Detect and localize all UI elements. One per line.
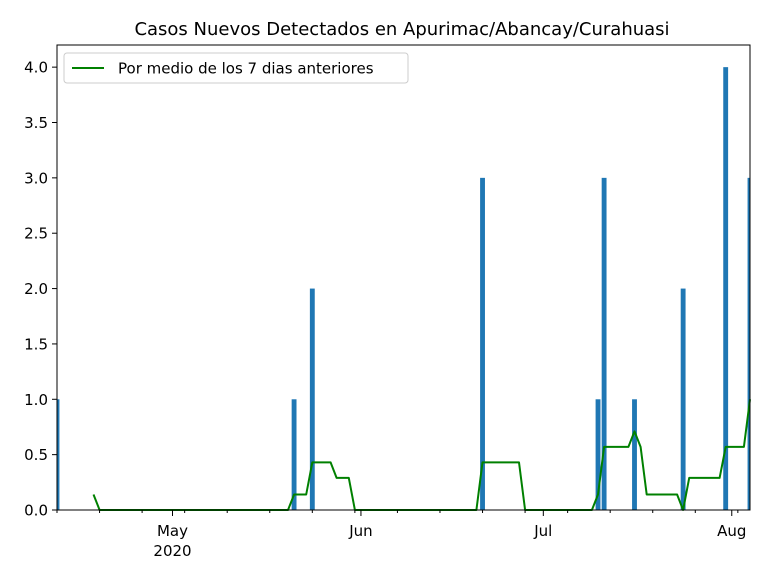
y-tick-label: 2.0 xyxy=(24,280,48,298)
legend-entry-moving-average: Por medio de los 7 dias anteriores xyxy=(118,60,374,78)
legend-box xyxy=(63,52,409,84)
bar-2020-04-12 xyxy=(57,399,60,510)
chart-title: Casos Nuevos Detectados en Apurimac/Aban… xyxy=(134,19,669,40)
y-tick-label: 0.5 xyxy=(24,446,48,464)
bar-2020-07-16 xyxy=(632,399,637,510)
y-tick-label: 3.5 xyxy=(24,114,48,132)
y-tick-label: 1.0 xyxy=(24,391,48,409)
y-tick-label: 3.0 xyxy=(24,169,48,187)
legend: Por medio de los 7 dias anteriores xyxy=(63,52,409,84)
y-tick-label: 2.5 xyxy=(24,225,48,243)
plot-frame xyxy=(56,44,751,511)
bar-2020-06-21 xyxy=(480,177,485,510)
y-tick-label: 4.0 xyxy=(24,59,48,77)
bar-2020-07-10 xyxy=(595,399,601,510)
bar-2020-05-24 xyxy=(309,288,315,510)
y-tick-label: 0.0 xyxy=(24,502,48,520)
bar-2020-07-11 xyxy=(601,177,607,510)
x-tick-label: Jun xyxy=(348,522,372,540)
bar-2020-05-21 xyxy=(291,399,297,510)
bars-layer xyxy=(57,67,750,511)
x-tick-label: Aug xyxy=(717,522,746,540)
bar-2020-07-31 xyxy=(723,67,729,511)
series-line-0 xyxy=(92,399,751,511)
x-tick-label: Jul xyxy=(533,522,552,540)
y-axis: 0.0 0.5 1.0 1.5 2.0 2.5 3.0 3.5 4.0 xyxy=(24,59,57,520)
y-tick-label: 1.5 xyxy=(24,335,48,353)
x-axis: May 2020 Jun Jul Aug xyxy=(56,510,746,560)
x-tick-sublabel: 2020 xyxy=(153,542,191,560)
x-tick-label: May xyxy=(157,522,188,540)
line-layer xyxy=(92,399,751,511)
bar-2020-07-24 xyxy=(680,288,686,510)
bar-2020-08-04 xyxy=(747,177,750,510)
